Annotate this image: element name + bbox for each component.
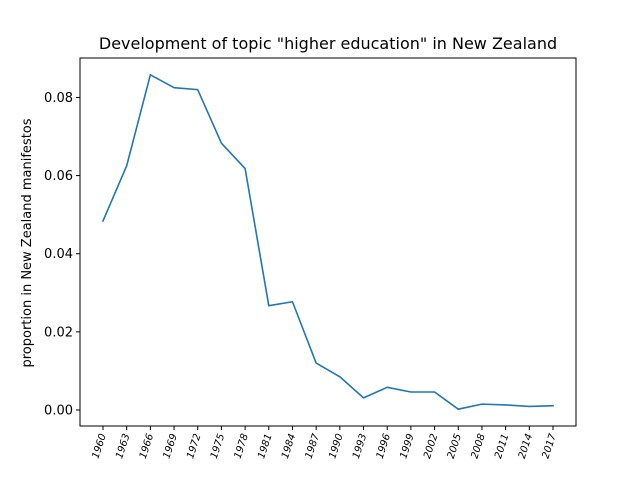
y-axis-ticks: 0.00 0.02 0.04 0.06 0.08: [44, 91, 80, 418]
x-tick-label: 2014: [517, 433, 535, 461]
x-tick-label: 2017: [541, 432, 560, 460]
x-tick-label: 1984: [280, 433, 298, 461]
x-tick-label: 1966: [138, 433, 156, 461]
x-axis-ticks: 1960 1963 1966 1969 1972 1975 1978 1981 1984 1987…: [91, 426, 560, 461]
axes-frame: [79, 57, 577, 427]
x-tick-label: 1975: [209, 433, 227, 461]
series-group: [101, 74, 554, 411]
y-tick-label: 0.06: [44, 169, 73, 184]
x-tick-label: 1990: [327, 433, 345, 461]
x-tick-label: 2008: [469, 433, 487, 461]
x-tick-label: 1993: [351, 433, 369, 461]
series-line: [101, 74, 554, 411]
x-tick-label: 1996: [375, 433, 393, 461]
y-tick-label: 0.04: [44, 247, 73, 262]
x-tick-label: 1969: [162, 433, 180, 461]
x-tick-label: 1972: [185, 433, 203, 461]
x-tick-label: 2011: [493, 433, 511, 461]
y-tick-label: 0.00: [44, 403, 73, 418]
x-tick-label: 1999: [398, 433, 416, 461]
y-axis-label: proportion in New Zealand manifestos: [20, 118, 35, 367]
x-tick-label: 1987: [304, 432, 323, 460]
x-tick-label: 1981: [256, 433, 274, 461]
x-tick-label: 2002: [422, 433, 440, 461]
x-tick-label: 1978: [233, 433, 251, 461]
x-tick-label: 2005: [446, 433, 464, 461]
chart-title: Development of topic "higher education" …: [99, 34, 557, 53]
x-tick-label: 1960: [91, 433, 109, 461]
x-tick-label: 1963: [114, 433, 132, 461]
y-tick-label: 0.08: [44, 91, 73, 106]
y-tick-label: 0.02: [44, 325, 73, 340]
plot-area-border: [79, 57, 577, 427]
